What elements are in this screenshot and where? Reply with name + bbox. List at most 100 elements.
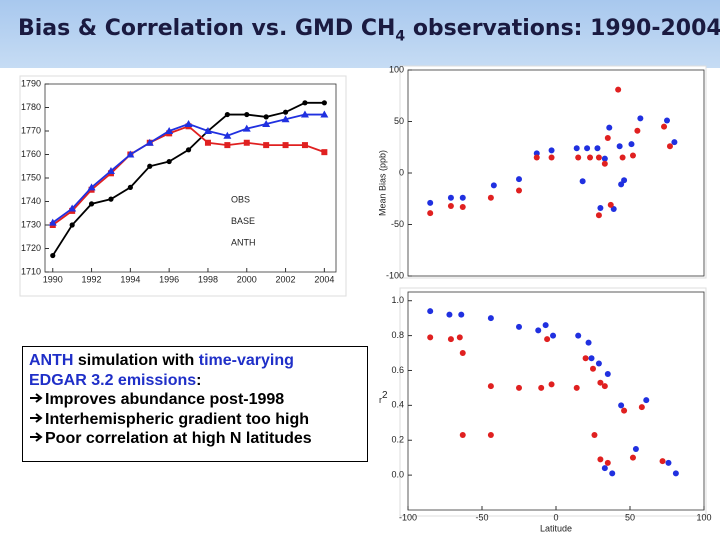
text: ANTH bbox=[29, 352, 74, 369]
point bbox=[615, 86, 622, 93]
point bbox=[629, 152, 636, 159]
y-axis-label-base: r bbox=[379, 395, 382, 405]
slide-title: Bias & Correlation vs. GMD CH4 observati… bbox=[18, 16, 720, 44]
point bbox=[590, 365, 596, 372]
point bbox=[594, 145, 601, 152]
title-text: Bias & Correlation vs. GMD CH bbox=[18, 16, 396, 41]
x-tick-label: 1998 bbox=[198, 274, 218, 284]
point bbox=[548, 154, 555, 161]
point bbox=[634, 127, 641, 134]
point bbox=[601, 383, 608, 390]
point bbox=[459, 350, 466, 357]
marker bbox=[301, 142, 308, 149]
point bbox=[550, 332, 557, 339]
text-line: Poor correlation at high N latitudes bbox=[29, 429, 361, 449]
arrow-icon bbox=[30, 393, 43, 403]
marker bbox=[185, 147, 192, 153]
point bbox=[579, 178, 586, 185]
arrow-icon bbox=[30, 432, 43, 442]
point bbox=[427, 308, 434, 315]
point bbox=[548, 147, 555, 154]
point bbox=[665, 459, 672, 466]
point bbox=[595, 154, 602, 161]
point bbox=[632, 445, 639, 452]
point bbox=[606, 124, 613, 131]
point bbox=[487, 194, 494, 201]
marker bbox=[165, 127, 174, 134]
marker bbox=[68, 204, 77, 212]
y-tick-label: 1.0 bbox=[391, 295, 404, 305]
point bbox=[597, 456, 604, 463]
y-tick-label: 1740 bbox=[21, 196, 41, 206]
x-axis-label: Latitude bbox=[540, 523, 572, 533]
point bbox=[447, 336, 454, 343]
point bbox=[516, 187, 522, 194]
y-axis-label: r2 bbox=[379, 390, 388, 406]
point bbox=[575, 332, 582, 339]
point bbox=[458, 311, 465, 318]
point bbox=[516, 323, 522, 330]
y-tick-label: 0 bbox=[399, 167, 404, 177]
marker bbox=[224, 142, 231, 149]
text: Interhemispheric gradient too high bbox=[45, 410, 310, 428]
point bbox=[601, 160, 608, 167]
point bbox=[604, 459, 611, 466]
marker bbox=[69, 222, 75, 228]
point bbox=[595, 212, 602, 219]
y-axis-label-sup: 2 bbox=[382, 390, 388, 401]
marker bbox=[263, 142, 270, 149]
marker bbox=[321, 149, 328, 156]
point bbox=[542, 322, 549, 329]
point bbox=[643, 397, 650, 404]
text: EDGAR 3.2 emissions bbox=[29, 371, 197, 389]
y-tick-label: -100 bbox=[386, 270, 404, 280]
point bbox=[427, 334, 434, 341]
point bbox=[533, 150, 540, 157]
marker bbox=[204, 139, 211, 146]
legend-label: BASE bbox=[231, 216, 255, 226]
point bbox=[538, 384, 545, 391]
x-tick-label: 0 bbox=[553, 512, 558, 522]
text-line: ANTH simulation with time-varying bbox=[29, 351, 361, 371]
point bbox=[487, 383, 494, 390]
title-text: observations: 1990-2004 bbox=[405, 16, 720, 41]
point bbox=[621, 177, 628, 184]
y-tick-label: 1710 bbox=[21, 266, 41, 276]
point bbox=[535, 327, 542, 334]
plot-panel bbox=[399, 287, 707, 517]
y-axis-label: Mean Bias (ppb) bbox=[377, 150, 387, 216]
point bbox=[427, 210, 434, 217]
text-line: Improves abundance post-1998 bbox=[29, 390, 361, 410]
point bbox=[588, 355, 595, 362]
point bbox=[607, 201, 614, 208]
text: simulation with bbox=[73, 352, 199, 369]
point bbox=[447, 194, 454, 201]
text: Improves abundance post-1998 bbox=[45, 391, 285, 408]
point bbox=[628, 141, 635, 148]
point bbox=[447, 202, 454, 209]
title-subscript: 4 bbox=[395, 28, 406, 45]
text: : bbox=[196, 371, 202, 389]
text-line: EDGAR 3.2 emissions: bbox=[29, 371, 361, 391]
marker bbox=[127, 184, 133, 190]
point bbox=[516, 384, 522, 391]
x-tick-label: 50 bbox=[625, 512, 635, 522]
point bbox=[573, 145, 580, 152]
point bbox=[616, 143, 623, 150]
marker bbox=[126, 150, 135, 158]
point bbox=[548, 381, 555, 388]
point bbox=[629, 454, 636, 461]
marker bbox=[320, 110, 329, 118]
arrow-icon bbox=[30, 412, 43, 423]
marker bbox=[321, 100, 327, 106]
plot-panel bbox=[399, 65, 707, 279]
point bbox=[427, 199, 434, 206]
point bbox=[584, 145, 591, 152]
point bbox=[604, 134, 611, 141]
point bbox=[618, 402, 625, 409]
text-line: Interhemispheric gradient too high bbox=[29, 410, 361, 430]
marker bbox=[302, 100, 308, 106]
point bbox=[573, 384, 580, 391]
y-tick-label: 50 bbox=[394, 116, 404, 126]
